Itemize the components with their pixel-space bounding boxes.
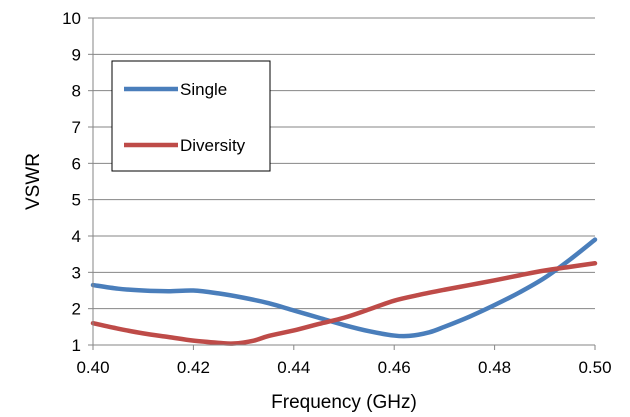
legend: Single Diversity — [111, 60, 271, 172]
series-line-single — [90, 237, 598, 339]
x-tick-label: 0.50 — [578, 358, 611, 377]
y-tick-label: 8 — [72, 82, 81, 101]
tick-labels: 1 2 3 4 5 6 7 8 9 10 0.40 0.42 0.44 0.46 0.48 0.50 — [62, 9, 611, 377]
x-axis-title: Frequency (GHz) — [271, 392, 417, 413]
x-tick-label: 0.44 — [277, 358, 310, 377]
legend-label-single: Single — [180, 80, 227, 99]
x-tick-label: 0.42 — [177, 358, 210, 377]
y-tick-label: 10 — [62, 9, 81, 28]
x-tick-label: 0.48 — [478, 358, 511, 377]
y-tick-label: 1 — [72, 336, 81, 355]
y-tick-label: 6 — [72, 154, 81, 173]
series-line-diversity — [90, 261, 598, 346]
legend-box — [111, 60, 271, 172]
y-tick-label: 5 — [72, 191, 81, 210]
y-tick-label: 3 — [72, 263, 81, 282]
y-tick-label: 7 — [72, 118, 81, 137]
axes — [88, 17, 596, 350]
y-tick-label: 4 — [72, 227, 81, 246]
x-tick-label: 0.40 — [76, 358, 109, 377]
y-tick-label: 9 — [72, 45, 81, 64]
series-layer — [90, 237, 598, 346]
y-tick-label: 2 — [72, 300, 81, 319]
legend-label-diversity: Diversity — [180, 136, 246, 155]
x-tick-label: 0.46 — [378, 358, 411, 377]
y-axis-title: VSWR — [23, 153, 44, 210]
